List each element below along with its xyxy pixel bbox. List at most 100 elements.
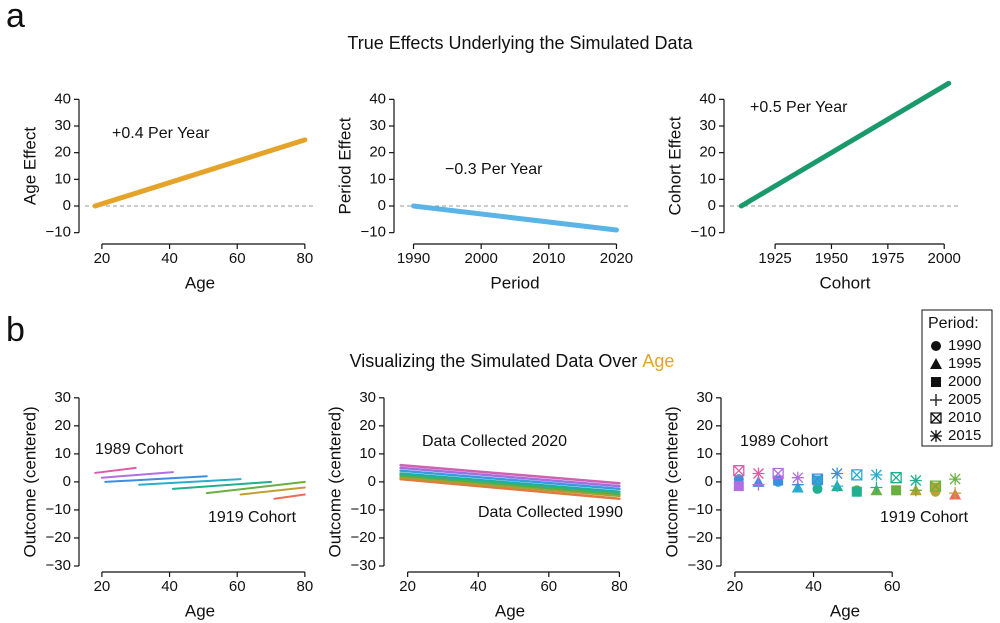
line <box>239 486 306 496</box>
legend-label: 2015 <box>948 427 981 444</box>
y-tick-label: 10 <box>696 445 713 462</box>
annotation: 1989 Cohort <box>95 441 184 458</box>
point <box>772 467 784 480</box>
y-tick-label: 30 <box>699 117 716 134</box>
y-tick-label: −10 <box>46 224 71 241</box>
chart-panel: −30 −20 −10 0 10 20 30 20 40 60 80 Age Outcome (cent… <box>325 389 627 621</box>
annotation: 1989 Cohort <box>740 433 829 450</box>
y-tick-label: −10 <box>46 501 71 518</box>
y-axis-label: Age Effect <box>20 127 39 205</box>
x-tick-label: 80 <box>297 578 314 595</box>
x-axis-label: Age <box>830 601 860 620</box>
y-axis-label: Outcome (centered) <box>20 406 39 557</box>
y-tick-label: −10 <box>361 224 386 241</box>
y-tick-label: −30 <box>688 557 713 574</box>
y-tick-label: 20 <box>369 144 386 161</box>
y-tick-label: 0 <box>368 473 376 490</box>
y-axis-label: Period Effect <box>335 117 354 214</box>
legend-marker <box>930 430 942 442</box>
y-tick-label: −30 <box>46 557 71 574</box>
line <box>94 466 137 474</box>
x-tick-label: 1975 <box>871 250 904 267</box>
x-axis-label: Cohort <box>819 273 870 292</box>
x-tick-label: 2000 <box>464 250 497 267</box>
point <box>949 473 962 486</box>
y-tick-label: 10 <box>54 170 71 187</box>
line <box>399 469 621 491</box>
y-tick-label: −30 <box>351 557 376 574</box>
point <box>870 468 883 481</box>
legend-label: 2005 <box>948 391 981 408</box>
annotation: 1919 Cohort <box>208 509 297 526</box>
y-axis-label: Outcome (centered) <box>325 406 344 557</box>
y-tick-label: 40 <box>54 90 71 107</box>
annotation: 1919 Cohort <box>880 509 969 526</box>
line <box>738 80 952 209</box>
legend-marker <box>930 394 942 406</box>
point <box>831 480 844 493</box>
x-tick-label: 40 <box>805 578 822 595</box>
x-tick-label: 1925 <box>758 250 791 267</box>
line <box>171 480 273 490</box>
row-title: Visualizing the Simulated Data Over Age <box>350 351 675 371</box>
point <box>851 486 862 497</box>
y-tick-label: 10 <box>699 170 716 187</box>
point <box>851 469 863 481</box>
line <box>399 466 621 488</box>
point <box>929 480 942 492</box>
point <box>733 481 744 492</box>
panel-label: a <box>6 0 25 35</box>
x-axis-label: Age <box>495 601 525 620</box>
y-tick-label: −10 <box>351 501 376 518</box>
y-tick-label: 20 <box>54 417 71 434</box>
row-title-highlight: Age <box>642 351 674 371</box>
y-tick-label: 30 <box>359 389 376 406</box>
point <box>890 472 902 484</box>
y-tick-label: −20 <box>688 529 713 546</box>
legend-marker <box>931 377 941 387</box>
y-tick-label: 0 <box>378 197 386 214</box>
point <box>891 485 902 496</box>
y-tick-label: 10 <box>369 170 386 187</box>
row-title: True Effects Underlying the Simulated Da… <box>347 33 693 53</box>
line <box>273 493 306 500</box>
annotation: Data Collected 2020 <box>422 433 567 450</box>
legend-title: Period: <box>928 315 979 332</box>
legend-label: 1995 <box>948 355 981 372</box>
y-tick-label: −20 <box>46 529 71 546</box>
x-tick-label: 2020 <box>600 250 633 267</box>
line <box>411 203 619 233</box>
y-tick-label: −20 <box>351 529 376 546</box>
point <box>930 482 941 493</box>
line <box>399 476 621 498</box>
x-tick-label: 2000 <box>928 250 961 267</box>
point <box>812 483 823 494</box>
y-tick-label: 20 <box>699 144 716 161</box>
x-axis-label: Age <box>185 273 215 292</box>
chart-panel: −30 −20 −10 0 10 20 30 20 40 60 Age Outcome (center… <box>662 309 993 620</box>
chart-panel: −30 −20 −10 0 10 20 30 20 40 60 80 Age Outcome (cent… <box>20 389 313 621</box>
row-title: Visualizing the Simulated Data Over <box>350 351 638 371</box>
x-tick-label: 20 <box>399 578 416 595</box>
x-tick-label: 60 <box>229 578 246 595</box>
y-tick-label: 30 <box>696 389 713 406</box>
annotation: +0.4 Per Year <box>112 125 210 142</box>
line <box>399 472 621 493</box>
y-tick-label: 30 <box>369 117 386 134</box>
point <box>909 474 922 487</box>
point <box>752 467 765 480</box>
legend-marker <box>931 341 941 351</box>
legend-label: 1990 <box>948 337 981 354</box>
y-axis-label: Cohort Effect <box>665 116 684 215</box>
y-tick-label: 0 <box>63 473 71 490</box>
y-tick-label: 20 <box>696 417 713 434</box>
x-tick-label: 40 <box>161 250 178 267</box>
x-tick-label: 1950 <box>815 250 848 267</box>
y-tick-label: 30 <box>54 117 71 134</box>
legend-label: 2010 <box>948 409 981 426</box>
point <box>812 475 823 486</box>
x-axis-label: Period <box>490 273 539 292</box>
chart-panel: −10 0 10 20 30 40 1925 1950 1975 2000 Cohort Cohort… <box>665 80 961 292</box>
x-tick-label: 20 <box>94 250 111 267</box>
x-tick-label: 80 <box>297 250 314 267</box>
